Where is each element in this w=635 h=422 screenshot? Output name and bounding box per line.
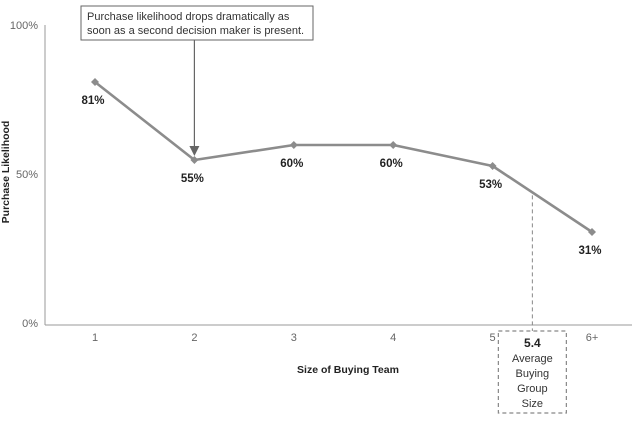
annotation-box [80, 5, 314, 41]
data-label-2: 55% [181, 173, 204, 185]
x-tick-labels: 1 2 3 4 5 6+ [92, 332, 598, 344]
average-box [497, 330, 567, 414]
data-labels: 81% 55% 60% 60% 53% 31% [81, 95, 601, 257]
data-label-4: 60% [380, 158, 403, 170]
data-point-3 [289, 141, 298, 149]
data-label-1: 81% [81, 95, 104, 107]
x-tick-label-3: 3 [291, 332, 297, 344]
data-point-4 [389, 141, 398, 149]
data-label-6+: 31% [578, 245, 601, 257]
data-point-2 [190, 156, 199, 164]
x-axis-title: Size of Buying Team [297, 364, 399, 376]
y-tick-label-0: 0% [22, 318, 38, 330]
y-axis-title: Purchase Likelihood [0, 121, 12, 224]
average-label-line-2: Buying [516, 368, 550, 380]
x-tick-label-4: 4 [390, 332, 396, 344]
y-tick-label-100: 100% [10, 20, 38, 32]
annotation-line-1: Purchase likelihood drops dramatically a… [87, 11, 290, 23]
data-point-5 [488, 162, 497, 170]
average-label-line-3: Group [517, 383, 548, 395]
series-line [94, 80, 593, 234]
series-markers [91, 78, 596, 236]
x-tick-label-1: 1 [92, 332, 98, 344]
average-label-line-1: Average [512, 353, 553, 365]
data-label-5: 53% [479, 179, 502, 191]
annotation-line-2: soon as a second decision maker is prese… [87, 25, 304, 37]
x-tick-label-6+: 6+ [586, 332, 599, 344]
y-tick-label-50: 50% [16, 169, 38, 181]
data-point-1 [91, 78, 99, 86]
x-tick-label-5: 5 [490, 332, 496, 344]
average-label-line-4: Size [522, 398, 543, 410]
data-point-6+ [588, 228, 596, 236]
annotation-arrow-head [189, 146, 200, 156]
x-tick-label-2: 2 [191, 332, 197, 344]
data-label-3: 60% [280, 158, 303, 170]
average-value: 5.4 [524, 336, 541, 350]
